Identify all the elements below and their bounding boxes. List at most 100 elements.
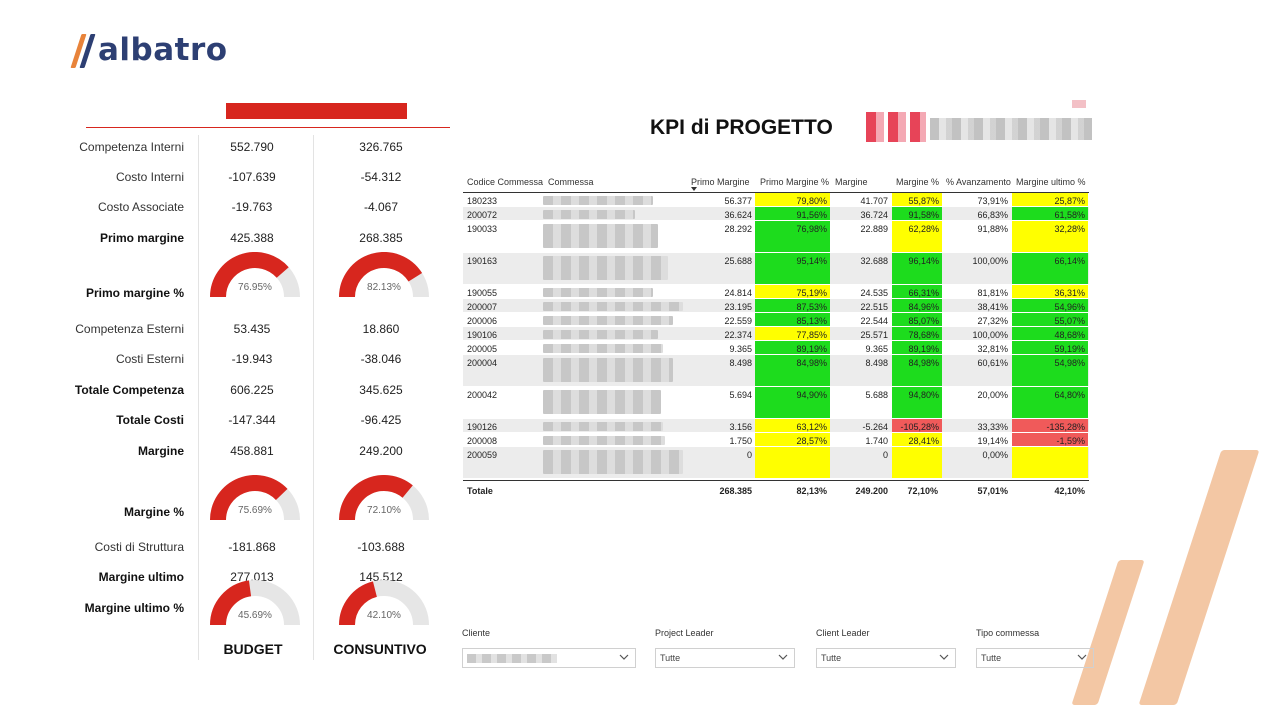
conditional-cell: 91,58% xyxy=(892,207,942,220)
conditional-cell: 85,07% xyxy=(892,313,942,326)
table-row[interactable]: 84,98% 84,98% 54,98% 200004 8.498 8.498 60,61% xyxy=(463,355,1089,387)
table-row[interactable]: 95,14% 96,14% 66,14% 190163 25.688 32.688 100,… xyxy=(463,253,1089,285)
table-row[interactable]: 89,19% 89,19% 59,19% 200005 9.365 9.365 32,81% xyxy=(463,341,1089,355)
table-row[interactable]: 28,57% 28,41% -1,59% 200008 1.750 1.740 19,14% xyxy=(463,433,1089,447)
project-leader-dropdown[interactable]: Tutte xyxy=(655,648,795,668)
cell-margine: 36.724 xyxy=(860,210,888,220)
conditional-cell: 84,96% xyxy=(892,299,942,312)
budget-value: -19.763 xyxy=(231,200,273,214)
gauge-fill xyxy=(339,475,413,521)
gauge-fill xyxy=(339,581,378,626)
cell-value: 75,19% xyxy=(796,288,827,298)
cell-primo-margine: 24.814 xyxy=(724,288,752,298)
total-label: Totale xyxy=(467,486,493,496)
table-row[interactable]: 200059 0 0 0,00% xyxy=(463,447,1089,479)
cell-value: 66,31% xyxy=(908,288,939,298)
table-row[interactable]: 87,53% 84,96% 54,96% 200007 23.195 22.515 38,4… xyxy=(463,299,1089,313)
cell-codice: 190055 xyxy=(467,288,498,298)
summary-row: Primo margine 425.388 268.385 xyxy=(80,231,450,251)
table-row[interactable]: 85,13% 85,07% 55,07% 200006 22.559 22.544 27,3… xyxy=(463,313,1089,327)
header-codice-commessa[interactable]: Codice Commessa xyxy=(467,177,544,187)
cell-value: -135,28% xyxy=(1046,422,1085,432)
cell-avanzamento: 38,41% xyxy=(977,302,1008,312)
consuntivo-gauge: 72.10% xyxy=(339,475,429,523)
header-primo-margine[interactable]: Primo Margine xyxy=(691,177,750,187)
summary-row-label: Costo Associate xyxy=(97,200,184,214)
cell-primo-margine: 25.688 xyxy=(724,256,752,266)
cliente-dropdown[interactable] xyxy=(462,648,636,668)
decorative-stripe xyxy=(1138,450,1260,705)
table-row[interactable]: 91,56% 91,58% 61,58% 200072 36.624 36.724 66,8… xyxy=(463,207,1089,221)
table-row[interactable]: 76,98% 62,28% 32,28% 190033 28.292 22.889 91,8… xyxy=(463,221,1089,253)
budget-gauge: 76.95% xyxy=(210,252,300,300)
redacted-commessa xyxy=(543,422,663,431)
cell-value: 54,98% xyxy=(1054,358,1085,368)
gauge-value: 45.69% xyxy=(238,610,272,621)
budget-value: -19.943 xyxy=(231,352,273,366)
dropdown-value: Tutte xyxy=(821,653,842,663)
client-leader-dropdown[interactable]: Tutte xyxy=(816,648,956,668)
table-row[interactable]: 75,19% 66,31% 36,31% 190055 24.814 24.535 81,8… xyxy=(463,285,1089,299)
header-primo-margine-pct[interactable]: Primo Margine % xyxy=(760,177,830,187)
cell-primo-margine: 3.156 xyxy=(729,422,752,432)
header-margine-pct[interactable]: Margine % xyxy=(896,177,940,187)
tipo-commessa-dropdown[interactable]: Tutte xyxy=(976,648,1094,668)
summary-row: Margine 458.881 249.200 xyxy=(80,444,450,464)
table-row[interactable]: 79,80% 55,87% 25,87% 180233 56.377 41.707 73,9… xyxy=(463,193,1089,207)
client-logo-redacted xyxy=(866,100,1092,152)
redacted-value xyxy=(467,654,557,664)
redacted-commessa xyxy=(543,450,683,474)
cell-primo-margine: 23.195 xyxy=(724,302,752,312)
summary-row: Costi di Struttura -181.868 -103.688 xyxy=(80,540,450,560)
table-row[interactable]: 77,85% 78,68% 48,68% 190106 22.374 25.571 100,… xyxy=(463,327,1089,341)
chevron-down-icon xyxy=(619,654,629,660)
summary-row: Margine ultimo % xyxy=(80,601,450,621)
gauge-fill xyxy=(210,580,252,626)
consuntivo-value: -96.425 xyxy=(360,413,402,427)
summary-row-label: Totale Competenza xyxy=(74,383,184,397)
cell-margine: 1.740 xyxy=(865,436,888,446)
redacted-commessa xyxy=(543,256,668,280)
cell-value: 89,19% xyxy=(908,344,939,354)
cell-primo-margine: 5.694 xyxy=(729,390,752,400)
cell-value: 28,41% xyxy=(908,436,939,446)
gauge-value: 82.13% xyxy=(367,282,401,293)
conditional-cell: 55,87% xyxy=(892,193,942,206)
conditional-cell: -105,28% xyxy=(892,419,942,432)
summary-header-bar xyxy=(226,103,407,119)
conditional-cell: 66,31% xyxy=(892,285,942,298)
gauge-value: 42.10% xyxy=(367,610,401,621)
conditional-cell: 32,28% xyxy=(1012,221,1088,252)
slicer-label: Cliente xyxy=(462,628,491,638)
cell-margine: 22.515 xyxy=(860,302,888,312)
cell-primo-margine: 1.750 xyxy=(729,436,752,446)
conditional-cell: 96,14% xyxy=(892,253,942,284)
cell-primo-margine: 8.498 xyxy=(729,358,752,368)
summary-row-label: Primo margine xyxy=(99,231,184,245)
albatro-logo: albatro xyxy=(70,30,228,70)
summary-row-label: Costi di Struttura xyxy=(94,540,184,554)
cell-codice: 200042 xyxy=(467,390,498,400)
total-avanzamento: 57,01% xyxy=(977,486,1008,496)
header-commessa[interactable]: Commessa xyxy=(548,177,594,187)
header-margine[interactable]: Margine xyxy=(835,177,868,187)
consuntivo-value: 326.765 xyxy=(359,140,403,154)
conditional-cell: 85,13% xyxy=(755,313,830,326)
chevron-down-icon xyxy=(778,654,788,660)
cell-codice: 200072 xyxy=(467,210,498,220)
table-row[interactable]: 63,12% -105,28% -135,28% 190126 3.156 -5.264 3… xyxy=(463,419,1089,433)
slicer-label: Project Leader xyxy=(655,628,714,638)
total-margine-ultimo-pct: 42,10% xyxy=(1054,486,1085,496)
cell-value: 96,14% xyxy=(908,256,939,266)
budget-value: 552.790 xyxy=(230,140,274,154)
sort-desc-icon xyxy=(691,187,697,191)
logo-text: albatro xyxy=(98,32,228,68)
table-row[interactable]: 94,90% 94,80% 64,80% 200042 5.694 5.688 20,00% xyxy=(463,387,1089,419)
header-avanzamento[interactable]: % Avanzamento xyxy=(946,177,1011,187)
header-margine-ultimo-pct[interactable]: Margine ultimo % xyxy=(1016,177,1086,187)
cell-value: 89,19% xyxy=(796,344,827,354)
cell-value: 59,19% xyxy=(1054,344,1085,354)
redacted-commessa xyxy=(543,288,653,297)
conditional-cell: 62,28% xyxy=(892,221,942,252)
summary-row-label: Competenza Esterni xyxy=(75,322,184,336)
